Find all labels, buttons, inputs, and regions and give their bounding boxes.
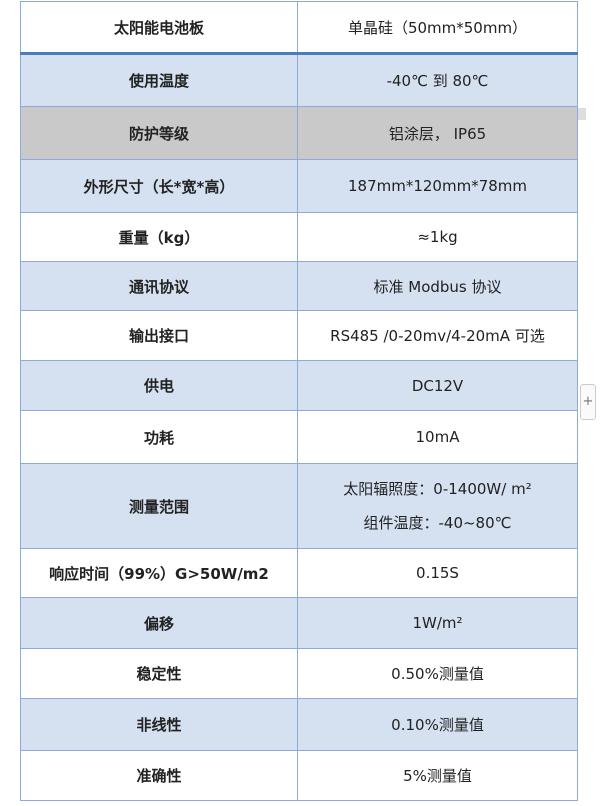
- table-row: 功耗 10mA: [20, 410, 578, 464]
- table-row: 重量（kg） ≈1kg: [20, 212, 578, 262]
- spec-key[interactable]: 非线性: [20, 698, 298, 751]
- table-row: 响应时间（99%）G>50W/m2 0.15S: [20, 548, 578, 598]
- table-row: 输出接口 RS485 /0-20mv/4-20mA 可选: [20, 310, 578, 361]
- spec-value[interactable]: 10mA: [297, 410, 578, 464]
- spec-table: 太阳能电池板 单晶硅（50mm*50mm） 使用温度 -40℃ 到 80℃ 防护等级…: [20, 1, 578, 801]
- spec-value[interactable]: 0.50%测量值: [297, 648, 578, 699]
- spec-key[interactable]: 通讯协议: [20, 261, 298, 311]
- spec-key[interactable]: 使用温度: [20, 53, 298, 107]
- spec-value-line: 太阳辐照度：0-1400W/ m²: [343, 480, 532, 498]
- spec-value[interactable]: 1W/m²: [297, 597, 578, 649]
- column-resize-handle[interactable]: [578, 108, 586, 120]
- spec-value[interactable]: 单晶硅（50mm*50mm）: [297, 1, 578, 55]
- spec-value[interactable]: 0.15S: [297, 548, 578, 598]
- table-row: 太阳能电池板 单晶硅（50mm*50mm）: [20, 1, 578, 55]
- spec-key[interactable]: 准确性: [20, 750, 298, 801]
- spec-key[interactable]: 偏移: [20, 597, 298, 649]
- table-row: 外形尺寸（长*宽*高） 187mm*120mm*78mm: [20, 159, 578, 213]
- spec-value-line: 组件温度：-40~80℃: [363, 514, 512, 532]
- spec-key[interactable]: 功耗: [20, 410, 298, 464]
- spec-value[interactable]: ≈1kg: [297, 212, 578, 262]
- spec-key[interactable]: 输出接口: [20, 310, 298, 361]
- table-row: 使用温度 -40℃ 到 80℃: [20, 53, 578, 107]
- spec-value[interactable]: 5%测量值: [297, 750, 578, 801]
- spec-value[interactable]: RS485 /0-20mv/4-20mA 可选: [297, 310, 578, 361]
- table-row: 非线性 0.10%测量值: [20, 698, 578, 751]
- table-row: 准确性 5%测量值: [20, 750, 578, 801]
- spec-value[interactable]: DC12V: [297, 360, 578, 411]
- table-row: 供电 DC12V: [20, 360, 578, 411]
- table-row: 通讯协议 标准 Modbus 协议: [20, 261, 578, 311]
- table-row: 稳定性 0.50%测量值: [20, 648, 578, 699]
- table-row: 防护等级 铝涂层， IP65: [20, 106, 578, 160]
- spec-key[interactable]: 外形尺寸（长*宽*高）: [20, 159, 298, 213]
- spec-key[interactable]: 测量范围: [20, 463, 298, 549]
- spec-key[interactable]: 重量（kg）: [20, 212, 298, 262]
- spec-key[interactable]: 稳定性: [20, 648, 298, 699]
- spec-value[interactable]: -40℃ 到 80℃: [297, 53, 578, 107]
- spec-value[interactable]: 187mm*120mm*78mm: [297, 159, 578, 213]
- spec-value[interactable]: 太阳辐照度：0-1400W/ m² 组件温度：-40~80℃: [297, 463, 578, 549]
- spec-key[interactable]: 响应时间（99%）G>50W/m2: [20, 548, 298, 598]
- spec-key[interactable]: 防护等级: [20, 106, 298, 160]
- spec-key[interactable]: 供电: [20, 360, 298, 411]
- spec-value[interactable]: 0.10%测量值: [297, 698, 578, 751]
- table-row: 测量范围 太阳辐照度：0-1400W/ m² 组件温度：-40~80℃: [20, 463, 578, 549]
- spec-value[interactable]: 标准 Modbus 协议: [297, 261, 578, 311]
- spec-key[interactable]: 太阳能电池板: [20, 1, 298, 55]
- spec-value[interactable]: 铝涂层， IP65: [297, 106, 578, 160]
- add-column-button[interactable]: +: [580, 384, 596, 420]
- table-row: 偏移 1W/m²: [20, 597, 578, 649]
